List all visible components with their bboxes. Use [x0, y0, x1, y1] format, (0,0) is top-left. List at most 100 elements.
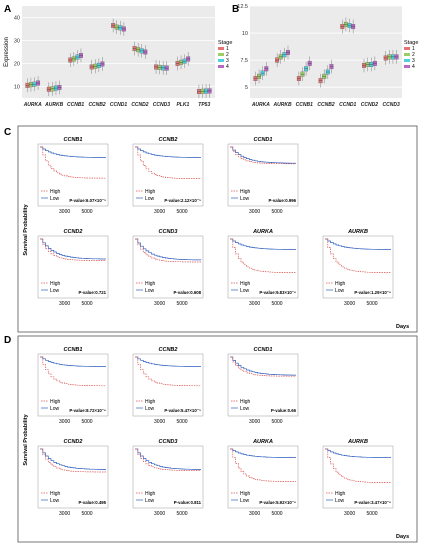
x-tick-label: 5000	[81, 511, 92, 517]
legend-item-1: 1	[226, 46, 229, 52]
legend-low-label: Low	[145, 498, 155, 504]
y-tick-label: 40	[14, 16, 20, 22]
x-tick-label: AURKB	[44, 102, 63, 108]
x-tick-label: CCNB1	[67, 102, 84, 108]
legend-swatch-3	[218, 59, 224, 62]
low-curve	[40, 356, 106, 367]
legend-item-2: 2	[412, 52, 415, 58]
x-tick-label: AURKA	[251, 102, 270, 108]
x-tick-label: CCNB2	[317, 102, 334, 108]
legend-swatch-1	[404, 47, 410, 50]
legend-item-1: 1	[412, 46, 415, 52]
panel-d-xtitle: Days	[396, 534, 409, 540]
low-curve	[325, 448, 391, 458]
low-curve	[230, 238, 296, 250]
high-curve	[325, 238, 391, 273]
km-plot-title: CCNB1	[64, 347, 83, 353]
low-curve	[40, 146, 106, 158]
legend-high-label: High	[240, 491, 251, 497]
km-plot-area	[37, 445, 109, 509]
legend-high-label: High	[50, 189, 61, 195]
km-pvalue: P-value:2.12×10⁻⁵	[164, 198, 201, 203]
low-curve	[230, 146, 296, 164]
x-tick-label: CCND1	[339, 102, 356, 108]
high-curve	[230, 238, 296, 273]
legend-low-label: Low	[240, 406, 250, 412]
km-plot-title: CCNB2	[159, 347, 178, 353]
high-curve	[135, 356, 201, 387]
legend-swatch-4	[404, 65, 410, 68]
low-curve	[135, 238, 202, 261]
high-curve	[135, 448, 201, 471]
y-tick-label: 20	[14, 62, 20, 68]
km-plot-area	[37, 143, 109, 207]
x-tick-label: PLK1	[176, 102, 189, 108]
x-tick-label: 5000	[271, 419, 282, 425]
km-pvalue: P-value:9.83×10⁻⁶	[259, 290, 296, 295]
x-tick-label: 3000	[59, 419, 70, 425]
legend-high-label: High	[50, 281, 61, 287]
x-tick-label: 3000	[249, 209, 260, 215]
panel-c-xtitle: Days	[396, 324, 409, 330]
panel-c-frame	[17, 125, 418, 333]
legend-low-label: Low	[335, 498, 345, 504]
panel-d-ytitle: Survival Probability	[23, 413, 29, 465]
legend-swatch-2	[218, 53, 224, 56]
legend-high-label: High	[335, 491, 346, 497]
x-tick-label: 3000	[154, 209, 165, 215]
x-tick-label: CCNB2	[88, 102, 105, 108]
x-tick-label: 5000	[271, 301, 282, 307]
legend-item-4: 4	[226, 64, 229, 70]
legend-high-label: High	[240, 281, 251, 287]
low-curve	[230, 356, 296, 376]
x-tick-label: AURKB	[273, 102, 292, 108]
x-tick-label: 3000	[154, 511, 165, 517]
panel-a-plot-area	[22, 6, 215, 98]
km-plot-area	[227, 445, 299, 509]
y-tick-label: 12.5	[237, 4, 248, 10]
km-plot-title: CCND1	[254, 347, 273, 353]
legend-low-label: Low	[50, 288, 60, 294]
panel-label-b: B	[232, 4, 239, 15]
x-tick-label: 3000	[344, 301, 355, 307]
x-tick-label: CCND3	[383, 102, 400, 108]
km-plot-area	[132, 143, 204, 207]
panel-c-ytitle: Survival Probability	[23, 203, 29, 255]
x-tick-label: 3000	[59, 511, 70, 517]
x-tick-label: CCND3	[153, 102, 170, 108]
legend-low-label: Low	[240, 498, 250, 504]
high-curve	[325, 448, 391, 483]
high-curve	[135, 238, 201, 263]
x-tick-label: CCND2	[131, 102, 148, 108]
x-tick-label: 3000	[59, 301, 70, 307]
panel-d-frame	[17, 335, 418, 543]
low-curve	[40, 238, 106, 260]
low-curve	[325, 238, 391, 250]
high-curve	[40, 448, 106, 473]
km-plot-area	[322, 445, 394, 509]
x-tick-label: CCNB1	[296, 102, 313, 108]
km-plot-title: AURKB	[347, 229, 368, 235]
km-plot-area	[227, 235, 299, 299]
high-curve	[40, 356, 106, 387]
x-tick-label: 3000	[154, 419, 165, 425]
km-pvalue: P-value:0.721	[79, 290, 107, 295]
x-tick-label: 3000	[249, 511, 260, 517]
km-plot-area	[132, 235, 204, 299]
x-tick-label: 5000	[176, 301, 187, 307]
legend-high-label: High	[145, 189, 156, 195]
km-pvalue: P-value:0.811	[174, 500, 202, 505]
legend-title: Stage	[404, 40, 418, 46]
